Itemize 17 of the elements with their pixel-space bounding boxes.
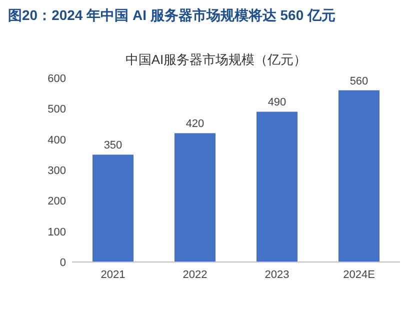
x-tick-label: 2023 xyxy=(264,269,290,281)
x-tick-label: 2024E xyxy=(343,269,375,281)
data-label: 490 xyxy=(268,96,286,109)
data-label: 350 xyxy=(104,140,122,152)
y-tick-label: 200 xyxy=(48,196,66,208)
data-label: 420 xyxy=(186,118,204,130)
y-tick-label: 600 xyxy=(48,73,66,85)
data-label: 560 xyxy=(350,75,368,88)
subtitle: 中国AI服务器市场规模（亿元） xyxy=(125,52,307,67)
y-tick-label: 100 xyxy=(48,226,66,238)
title: 图20：2024 年中国 AI 服务器市场规模将达 560 亿元 xyxy=(8,7,336,23)
y-tick-label: 300 xyxy=(48,165,66,177)
x-tick-label: 2022 xyxy=(182,269,208,281)
y-tick-label: 0 xyxy=(60,257,66,269)
y-tick-label: 500 xyxy=(48,104,66,116)
x-tick-label: 2021 xyxy=(100,269,126,281)
y-tick-label: 400 xyxy=(48,134,66,146)
